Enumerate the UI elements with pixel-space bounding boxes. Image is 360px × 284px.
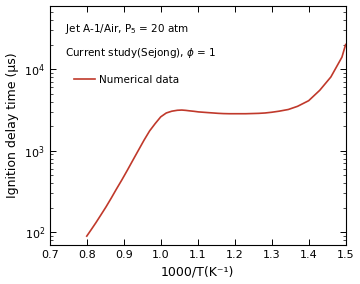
Text: Current study(Sejong), $\phi$ = 1: Current study(Sejong), $\phi$ = 1	[64, 46, 216, 60]
Text: Jet A-1/Air, P$_5$ = 20 atm: Jet A-1/Air, P$_5$ = 20 atm	[64, 22, 189, 36]
Y-axis label: Ignition delay time (µs): Ignition delay time (µs)	[5, 53, 19, 198]
X-axis label: 1000/T(K⁻¹): 1000/T(K⁻¹)	[161, 266, 234, 278]
Legend: Numerical data: Numerical data	[70, 71, 183, 89]
